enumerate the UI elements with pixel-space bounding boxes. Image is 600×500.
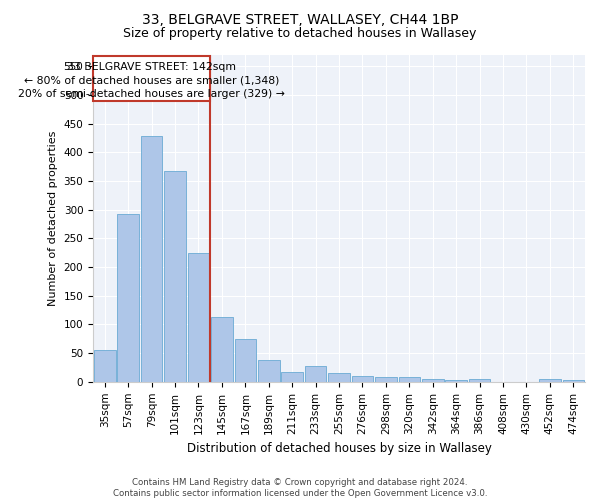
Bar xyxy=(141,136,163,382)
Text: 33, BELGRAVE STREET, WALLASEY, CH44 1BP: 33, BELGRAVE STREET, WALLASEY, CH44 1BP xyxy=(142,12,458,26)
Bar xyxy=(328,373,350,382)
Bar xyxy=(398,376,420,382)
Y-axis label: Number of detached properties: Number of detached properties xyxy=(48,130,58,306)
Bar xyxy=(94,350,116,382)
FancyBboxPatch shape xyxy=(93,56,210,101)
Text: ← 80% of detached houses are smaller (1,348): ← 80% of detached houses are smaller (1,… xyxy=(24,76,280,86)
Bar xyxy=(445,380,467,382)
Bar xyxy=(375,376,397,382)
Bar xyxy=(211,317,233,382)
Bar xyxy=(422,379,443,382)
Bar xyxy=(539,379,560,382)
Bar xyxy=(188,253,209,382)
Bar xyxy=(352,376,373,382)
Bar xyxy=(258,360,280,382)
X-axis label: Distribution of detached houses by size in Wallasey: Distribution of detached houses by size … xyxy=(187,442,491,455)
Bar xyxy=(235,339,256,382)
Bar xyxy=(469,379,490,382)
Text: 20% of semi-detached houses are larger (329) →: 20% of semi-detached houses are larger (… xyxy=(18,89,285,99)
Text: Contains HM Land Registry data © Crown copyright and database right 2024.
Contai: Contains HM Land Registry data © Crown c… xyxy=(113,478,487,498)
Bar xyxy=(563,380,584,382)
Bar xyxy=(164,172,186,382)
Text: Size of property relative to detached houses in Wallasey: Size of property relative to detached ho… xyxy=(124,28,476,40)
Bar xyxy=(118,214,139,382)
Text: 33 BELGRAVE STREET: 142sqm: 33 BELGRAVE STREET: 142sqm xyxy=(67,62,236,72)
Bar xyxy=(305,366,326,382)
Bar xyxy=(281,372,303,382)
